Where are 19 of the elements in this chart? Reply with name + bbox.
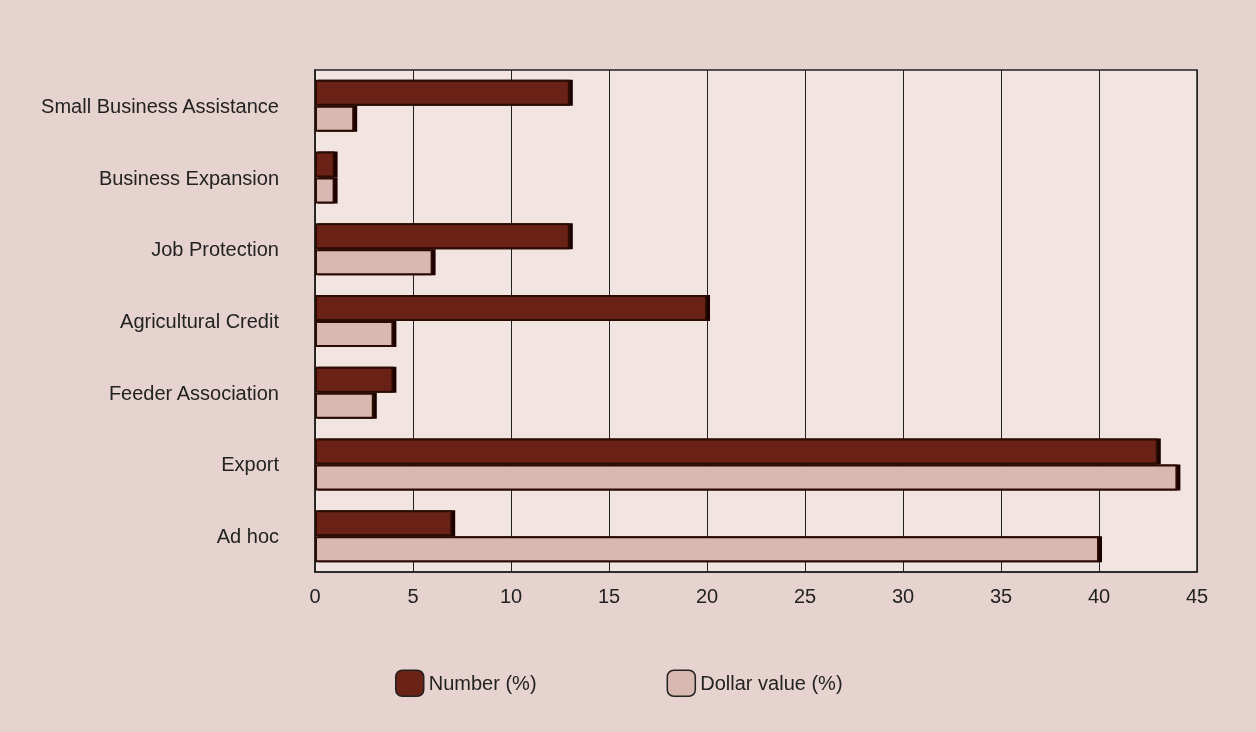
y-tick-label: Ad hoc <box>216 525 279 548</box>
x-tick-label: 45 <box>1185 585 1209 607</box>
legend-label: Number (%) <box>428 672 537 695</box>
legend-label: Dollar value (%) <box>700 672 843 695</box>
x-tick-label: 40 <box>1087 585 1111 607</box>
y-tick-label: Export <box>221 453 280 476</box>
x-tick-label: 15 <box>597 585 621 607</box>
x-tick-label: 30 <box>891 585 915 607</box>
y-tick-label: Job Protection <box>151 238 279 261</box>
y-tick-label: Agricultural Credit <box>120 310 280 332</box>
x-tick-label: 0 <box>309 585 321 607</box>
x-tick-label: 5 <box>407 585 419 607</box>
x-tick-label: 20 <box>695 585 719 607</box>
x-tick-label: 10 <box>499 585 523 607</box>
y-tick-label: Small Business Assistance <box>41 94 279 117</box>
x-tick-label: 35 <box>989 585 1013 607</box>
x-tick-label: 25 <box>793 585 817 607</box>
y-tick-label: Feeder Association <box>108 381 279 404</box>
y-tick-label: Business Expansion <box>98 166 279 189</box>
